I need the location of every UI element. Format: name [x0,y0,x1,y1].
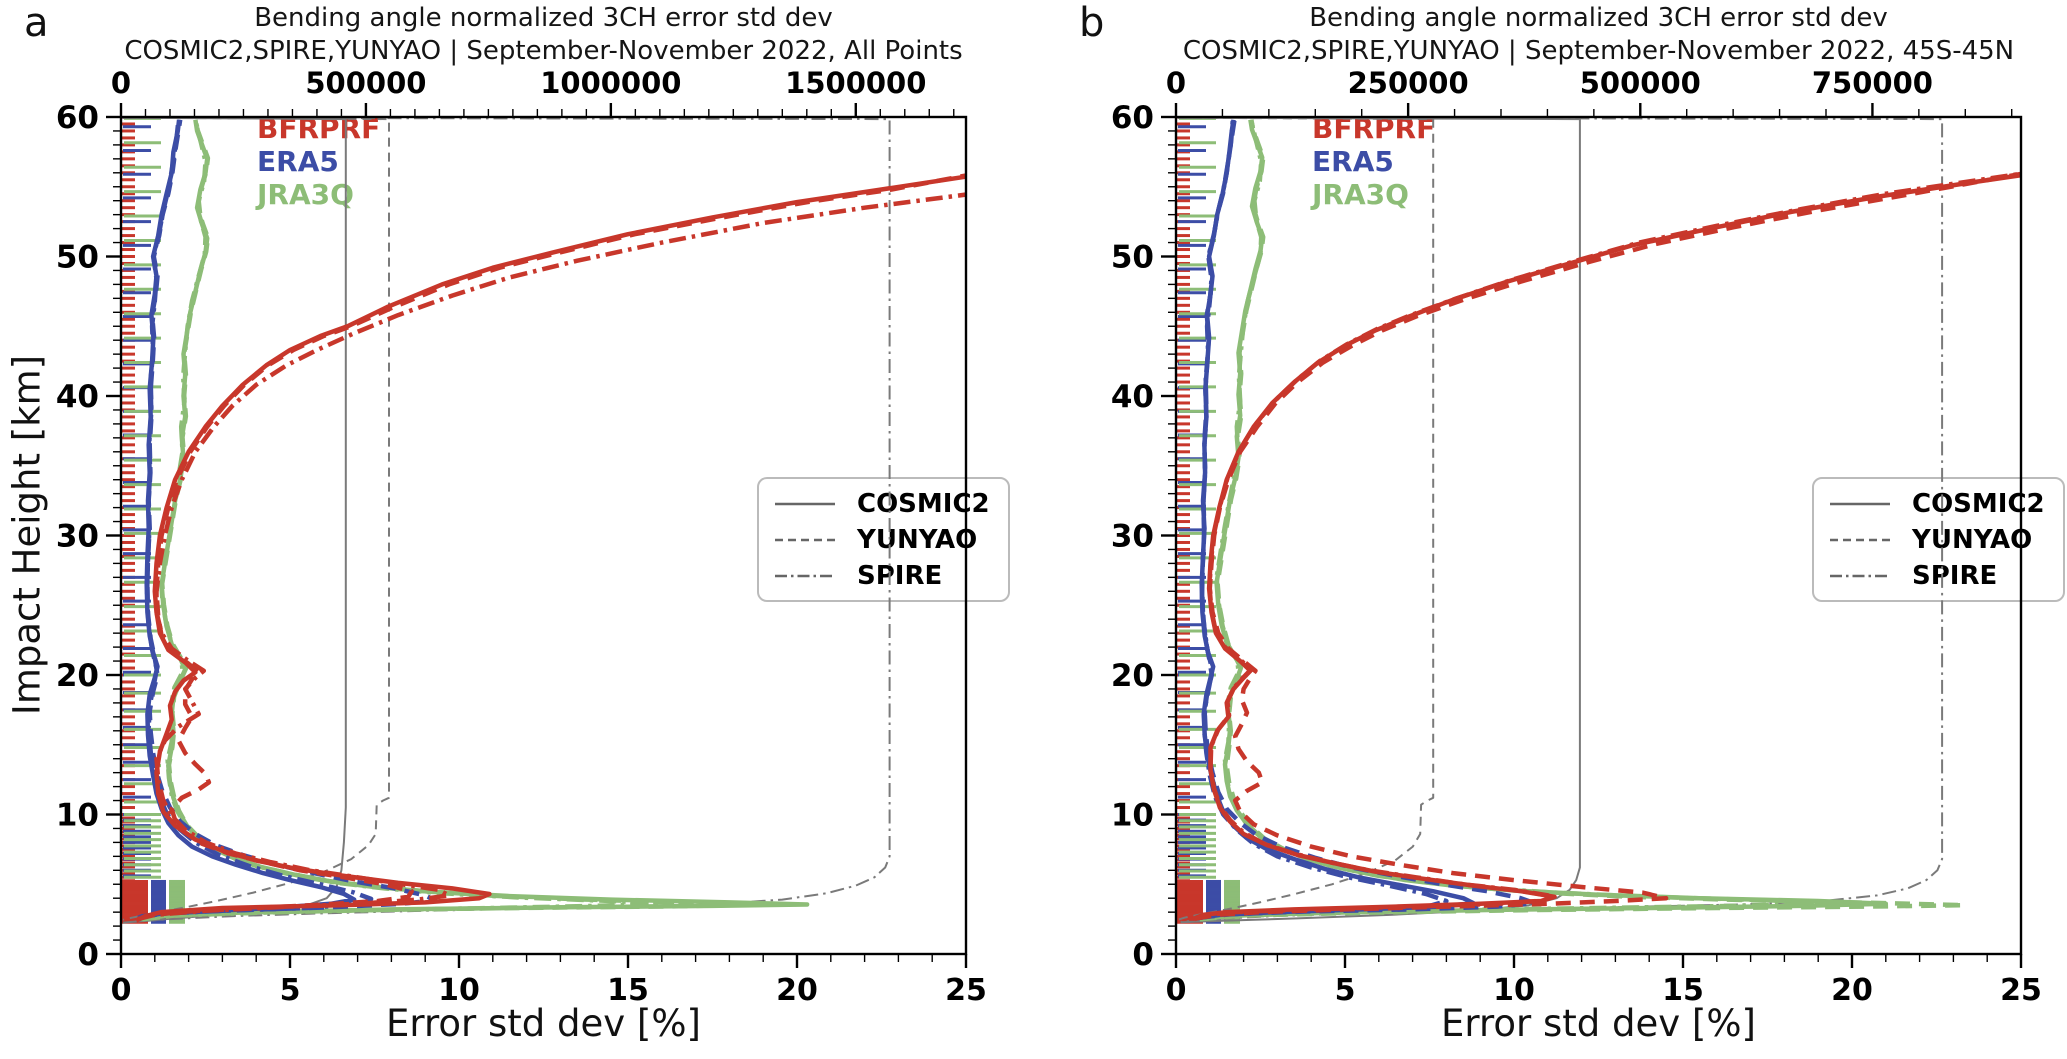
legend-label: SPIRE [857,560,943,591]
panel-b-x-axis-label: Error std dev [%] [1441,1002,1756,1045]
legend-label: SPIRE [1912,560,1998,591]
y-tick-label: 0 [77,937,99,973]
dashdot-line-icon [1830,574,1890,577]
level-ticks-blue [1178,125,1221,924]
legend-item-yunyao: YUNYAO [1828,524,2045,555]
y-tick-label: 20 [1111,658,1154,694]
curve-jra3q-spire [142,119,675,922]
series-label-bfrprf-a: BFRPRF [257,112,381,145]
y-tick-label: 30 [56,519,99,555]
y-tick-label: 10 [56,798,99,834]
y-tick-label: 10 [1111,798,1154,834]
y-tick-label: 40 [1111,379,1154,415]
solid-line-icon [775,502,835,505]
legend-item-spire: SPIRE [773,560,990,591]
level-ticks-blue [123,125,166,924]
dashed-line-icon [1830,538,1890,541]
y-tick-label: 0 [1132,937,1154,973]
curve-era5-cosmic2 [137,119,357,920]
y-tick-label: 60 [1111,100,1154,136]
legend-item-cosmic2: COSMIC2 [773,488,990,519]
curve-jra3q-cosmic2 [140,119,810,922]
x2-tick-label: 1500000 [785,66,926,100]
series-label-jra3q-a: JRA3Q [257,178,354,211]
panel-b-legend: COSMIC2 YUNYAO SPIRE [1812,477,2065,602]
x2-tick-label: 0 [1166,66,1186,100]
y-tick-label: 60 [56,100,99,136]
panel-b-dataset-labels: BFRPRF ERA5 JRA3Q [1312,112,1435,211]
panel-a-dataset-labels: BFRPRF ERA5 JRA3Q [257,112,380,211]
curve-yunyao-count [122,117,390,921]
panel-a-x-axis-label: Error std dev [%] [386,1002,701,1045]
curve-era5-yunyao [1199,119,1537,920]
level-ticks-red [1177,117,1203,924]
x2-tick-label: 750000 [1812,66,1933,100]
curve-era5-yunyao [141,119,438,919]
legend-label: YUNYAO [1912,524,2033,555]
panel-b-letter: b [1079,0,1105,46]
level-ticks-green [1179,117,1240,924]
y-tick-label: 50 [1111,240,1154,276]
legend-item-cosmic2: COSMIC2 [1828,488,2045,519]
level-ticks-green [124,117,185,924]
panel-b-title-line1: Bending angle normalized 3CH error std d… [1309,3,1888,33]
x2-tick-label: 500000 [1580,66,1701,100]
legend-item-yunyao: YUNYAO [773,524,990,555]
panel-a-legend: COSMIC2 YUNYAO SPIRE [757,477,1010,602]
y-tick-label: 20 [56,658,99,694]
dashed-line-icon [775,538,835,541]
y-tick-label: 30 [1111,519,1154,555]
curve-jra3q-yunyao [144,119,746,921]
level-ticks [122,117,185,924]
series-label-jra3q-b: JRA3Q [1312,178,1409,211]
x2-tick-label: 250000 [1348,66,1469,100]
curve-era5-spire [139,119,374,920]
curve-cosmic2-count [1177,117,1581,924]
panel-a-title: Bending angle normalized 3CH error std d… [121,2,966,68]
series-label-bfrprf-b: BFRPRF [1312,112,1436,145]
curve-era5-spire [1196,119,1449,920]
curve-yunyao-count [1177,117,1435,921]
legend-label: COSMIC2 [857,488,990,519]
level-ticks [1177,117,1240,924]
curve-era5-cosmic2 [1195,119,1476,921]
legend-label: COSMIC2 [1912,488,2045,519]
y-tick-label: 50 [56,240,99,276]
legend-label: YUNYAO [857,524,978,555]
panel-b-title: Bending angle normalized 3CH error std d… [1176,2,2021,68]
solid-line-icon [1830,502,1890,505]
y-axis-label: Impact Height [km] [5,354,49,716]
panel-a-title-line1: Bending angle normalized 3CH error std d… [254,3,833,33]
curve-jra3q-cosmic2 [1199,119,1889,922]
x2-tick-label: 0 [111,66,131,100]
x2-tick-label: 500000 [305,66,426,100]
series-label-era5-b: ERA5 [1312,145,1394,178]
y-tick-label: 40 [56,379,99,415]
curve-cosmic2-count [122,117,347,924]
curve-jra3q-spire [1199,119,1848,922]
x2-tick-label: 1000000 [540,66,681,100]
panel-b-title-line2: COSMIC2,SPIRE,YUNYAO | September-Novembe… [1182,36,2015,66]
level-ticks-red [122,117,148,924]
panel-a-letter: a [24,0,49,46]
series-label-era5-a: ERA5 [257,145,339,178]
dashdot-line-icon [775,574,835,577]
panel-a-title-line2: COSMIC2,SPIRE,YUNYAO | September-Novembe… [124,36,963,66]
legend-item-spire: SPIRE [1828,560,2045,591]
